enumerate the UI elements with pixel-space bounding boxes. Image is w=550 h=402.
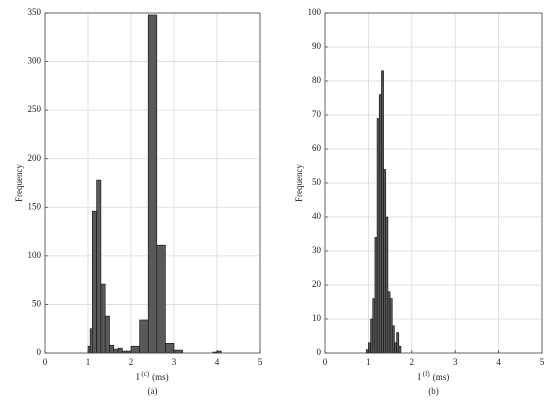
bar	[378, 94, 382, 354]
bar	[368, 342, 371, 354]
x-label-superscript: (f)	[423, 370, 431, 378]
bar	[389, 298, 393, 354]
y-tick-label: 20	[312, 279, 322, 289]
y-tick-label: 150	[28, 201, 42, 211]
plot-frame	[324, 12, 543, 354]
bar	[374, 237, 378, 354]
y-tick-label: 90	[312, 41, 322, 51]
bar	[387, 291, 391, 354]
y-tick-label: 30	[312, 245, 322, 255]
bar	[96, 179, 102, 354]
x-tick-label: 2	[410, 357, 415, 367]
x-tick-label: 0	[323, 357, 328, 367]
x-tick-label: 5	[540, 357, 545, 367]
y-tick-label: 0	[37, 347, 42, 357]
bar	[383, 169, 387, 354]
bar	[100, 283, 106, 354]
x-axis-label: I (c) (ms)	[136, 370, 168, 382]
x-tick-label: 1	[366, 357, 371, 367]
bar	[381, 70, 384, 354]
y-tick-label: 70	[312, 109, 322, 119]
x-label-symbol: I	[136, 372, 139, 382]
y-tick-label: 80	[312, 75, 322, 85]
y-tick-label: 250	[28, 104, 42, 114]
x-tick-label: 3	[453, 357, 458, 367]
y-tick-label: 10	[312, 313, 322, 323]
bar	[385, 216, 389, 354]
bar	[173, 349, 183, 354]
bar	[376, 118, 380, 354]
bar	[370, 318, 374, 354]
bar	[396, 332, 400, 354]
bar	[165, 342, 175, 354]
y-tick-label: 100	[308, 7, 322, 17]
bar	[156, 244, 166, 354]
bar	[87, 345, 91, 354]
x-label-symbol: I	[418, 372, 421, 382]
bar	[113, 348, 119, 354]
y-tick-label: 350	[28, 7, 42, 17]
y-tick-label: 60	[312, 143, 322, 153]
bar	[139, 319, 149, 354]
bar	[391, 325, 395, 354]
caption: (a)	[148, 386, 158, 396]
x-tick-label: 4	[496, 357, 501, 367]
bar	[89, 328, 93, 354]
bar	[365, 349, 369, 354]
bar	[130, 345, 140, 354]
caption: (b)	[428, 386, 439, 396]
bar	[398, 345, 402, 354]
bar	[117, 347, 123, 354]
plot-frame	[44, 12, 261, 354]
x-label-superscript: (c)	[141, 370, 149, 378]
bar	[372, 298, 376, 354]
bar	[147, 14, 158, 354]
bar	[394, 342, 397, 354]
bar	[104, 315, 110, 354]
y-tick-label: 50	[312, 177, 322, 187]
y-tick-label: 0	[317, 347, 322, 357]
x-tick-label: 2	[129, 357, 134, 367]
x-tick-label: 5	[258, 357, 263, 367]
chart-panel: 0 10 20 30 40 50 60 70 80 90 100 0 1 2 3 4 5 I (f) (ms) (b) F…	[294, 7, 545, 396]
bar	[109, 344, 115, 354]
x-axis-label: I (f) (ms)	[418, 370, 450, 382]
y-axis-label: Frequency	[14, 164, 24, 202]
x-tick-label: 0	[43, 357, 48, 367]
y-tick-label: 50	[32, 298, 42, 308]
x-label-unit: (ms)	[152, 372, 169, 382]
x-tick-label: 1	[86, 357, 91, 367]
y-tick-label: 40	[312, 211, 322, 221]
x-tick-label: 4	[215, 357, 220, 367]
x-label-unit: (ms)	[433, 372, 450, 382]
x-tick-label: 3	[172, 357, 177, 367]
chart-panel: 0 50 100 150 200 250 300 350 0 1 2 3 4 5 I (c) (ms) (a) Fr…	[14, 7, 263, 396]
y-tick-label: 300	[28, 56, 42, 66]
y-tick-label: 200	[28, 153, 42, 163]
bar	[92, 210, 97, 354]
y-axis-label: Frequency	[294, 164, 304, 202]
y-tick-label: 100	[28, 250, 42, 260]
